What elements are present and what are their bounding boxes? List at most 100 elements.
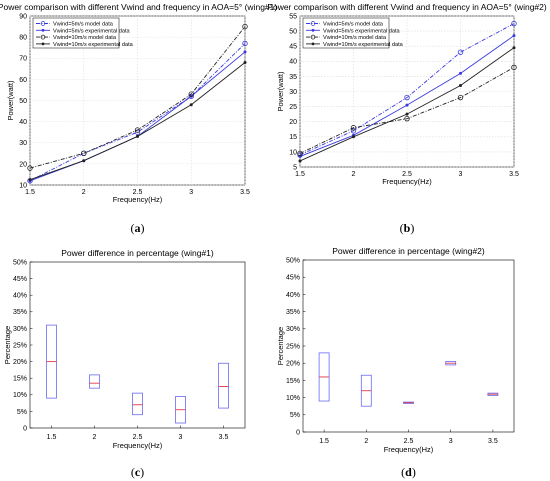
- y-tick-label: 90: [19, 13, 27, 20]
- x-tick-label: 2.5: [402, 171, 412, 178]
- y-tick-label: 10: [19, 182, 27, 189]
- data-point: [405, 103, 409, 107]
- y-tick-label: 35%: [286, 309, 300, 316]
- series-line: [299, 23, 515, 156]
- x-tick-label: 3.5: [219, 434, 229, 441]
- y-tick-label: 20%: [13, 359, 27, 366]
- y-tick-label: 5%: [17, 409, 27, 416]
- y-tick-label: 20: [19, 161, 27, 168]
- x-tick-label: 2: [82, 189, 86, 196]
- data-point: [136, 134, 139, 138]
- data-point: [243, 50, 247, 54]
- x-axis-label: Frequency(Hz): [382, 177, 432, 186]
- x-tick-label: 2: [93, 434, 97, 441]
- legend-label: Vwind=10m/s model data: [53, 35, 117, 41]
- y-tick-label: 20: [289, 119, 297, 126]
- box: [89, 374, 100, 389]
- x-tick-label: 3.5: [488, 438, 498, 445]
- y-tick-label: 40: [19, 119, 27, 126]
- legend-marker: [41, 42, 45, 46]
- y-tick-label: 40%: [13, 293, 27, 300]
- y-tick-label: 25%: [286, 343, 300, 350]
- y-axis-label: Power(watt): [6, 80, 15, 121]
- data-point: [457, 49, 464, 55]
- y-tick-label: 0: [23, 425, 27, 432]
- y-tick-label: 10: [289, 149, 297, 156]
- chart-c: 0 5% 10% 15% 20% 25% 30% 35% 40% 45% 50% 1.5 2 2.5 3 3.…: [3, 248, 246, 450]
- legend-label: Vwind=10m/s experimental data: [323, 42, 404, 48]
- y-tick-label: 35: [289, 74, 297, 81]
- plot-area: [29, 261, 246, 429]
- data-point: [297, 150, 303, 157]
- data-point: [459, 83, 462, 87]
- y-tick-label: 15: [289, 134, 297, 141]
- data-point: [28, 178, 32, 182]
- subfigure-label: (a): [131, 221, 145, 235]
- y-tick-label: 10%: [286, 395, 300, 402]
- data-point: [81, 150, 87, 157]
- y-tick-label: 55: [289, 13, 297, 20]
- series-line: [299, 66, 515, 154]
- legend-label: Vwind=10m/s experimental data: [53, 42, 134, 48]
- data-point: [189, 103, 193, 107]
- chart-title: Power comparison with different Vwind an…: [267, 2, 547, 12]
- data-point: [404, 115, 410, 122]
- x-tick-label: 1.5: [295, 171, 305, 178]
- legend-label: Vwind=5m/s experimental data: [323, 28, 401, 34]
- y-tick-label: 30: [19, 140, 27, 147]
- y-tick-label: 70: [19, 56, 27, 63]
- data-point: [242, 23, 248, 30]
- y-tick-label: 40%: [286, 292, 300, 299]
- legend-label: Vwind=5m/s model data: [323, 22, 384, 28]
- y-tick-label: 35%: [13, 309, 27, 316]
- x-tick-label: 1.5: [319, 438, 329, 445]
- y-tick-label: 20%: [286, 361, 300, 368]
- x-tick-label: 2.5: [133, 434, 143, 441]
- legend-marker: [40, 21, 46, 26]
- y-tick-label: 40: [289, 59, 297, 66]
- y-tick-label: 30: [289, 89, 297, 96]
- legend-label: Vwind=5m/s experimental data: [53, 28, 131, 34]
- x-tick-label: 2: [364, 438, 368, 445]
- data-point: [511, 20, 517, 27]
- data-point: [350, 125, 357, 131]
- x-tick-label: 3.5: [509, 171, 519, 178]
- y-tick-label: 50%: [13, 259, 27, 266]
- x-axis-label: Frequency(Hz): [113, 195, 163, 204]
- series-line: [29, 26, 246, 169]
- subfigure-label: (d): [401, 465, 416, 479]
- data-point: [350, 128, 357, 134]
- data-point: [512, 46, 516, 50]
- data-point: [82, 159, 86, 163]
- x-tick-label: 2: [352, 171, 356, 178]
- x-tick-label: 3: [179, 434, 183, 441]
- y-tick-label: 5%: [290, 412, 300, 419]
- x-tick-label: 3: [459, 171, 463, 178]
- data-point: [512, 34, 516, 38]
- y-tick-label: 45: [289, 44, 297, 51]
- x-tick-label: 3.5: [240, 189, 250, 196]
- x-tick-label: 3: [449, 438, 453, 445]
- chart-a: 10 20 30 40 50 60 70 80 90 1.5 2 2.5 3 3.5 Power compa…: [0, 2, 277, 204]
- box: [218, 362, 229, 409]
- data-point: [298, 159, 302, 163]
- y-tick-label: 30%: [286, 326, 300, 333]
- legend-marker: [41, 28, 45, 32]
- data-point: [459, 71, 462, 75]
- legend-marker: [310, 34, 316, 40]
- legend-box: [302, 17, 390, 49]
- chart-d: 0 5% 10% 15% 20% 25% 30% 35% 40% 45% 50% 1.5 2 2.5 3 3.…: [276, 246, 515, 454]
- x-axis-label: Frequency(Hz): [113, 441, 163, 450]
- x-tick-label: 1.5: [25, 189, 35, 196]
- data-point: [188, 91, 194, 97]
- y-tick-label: 10%: [13, 392, 27, 399]
- y-tick-label: 0: [296, 429, 300, 436]
- y-tick-label: 15%: [286, 378, 300, 385]
- legend-label: Vwind=10m/s model data: [323, 35, 387, 41]
- y-axis-label: Power(watt): [276, 71, 285, 112]
- subfigure-label: (c): [131, 465, 144, 479]
- chart-b: 5 10 15 20 25 30 35 40 45 50 55 1.5 2 2.5 3 3.5 Power co…: [267, 2, 547, 186]
- data-point: [404, 94, 410, 101]
- y-tick-label: 45%: [286, 275, 300, 282]
